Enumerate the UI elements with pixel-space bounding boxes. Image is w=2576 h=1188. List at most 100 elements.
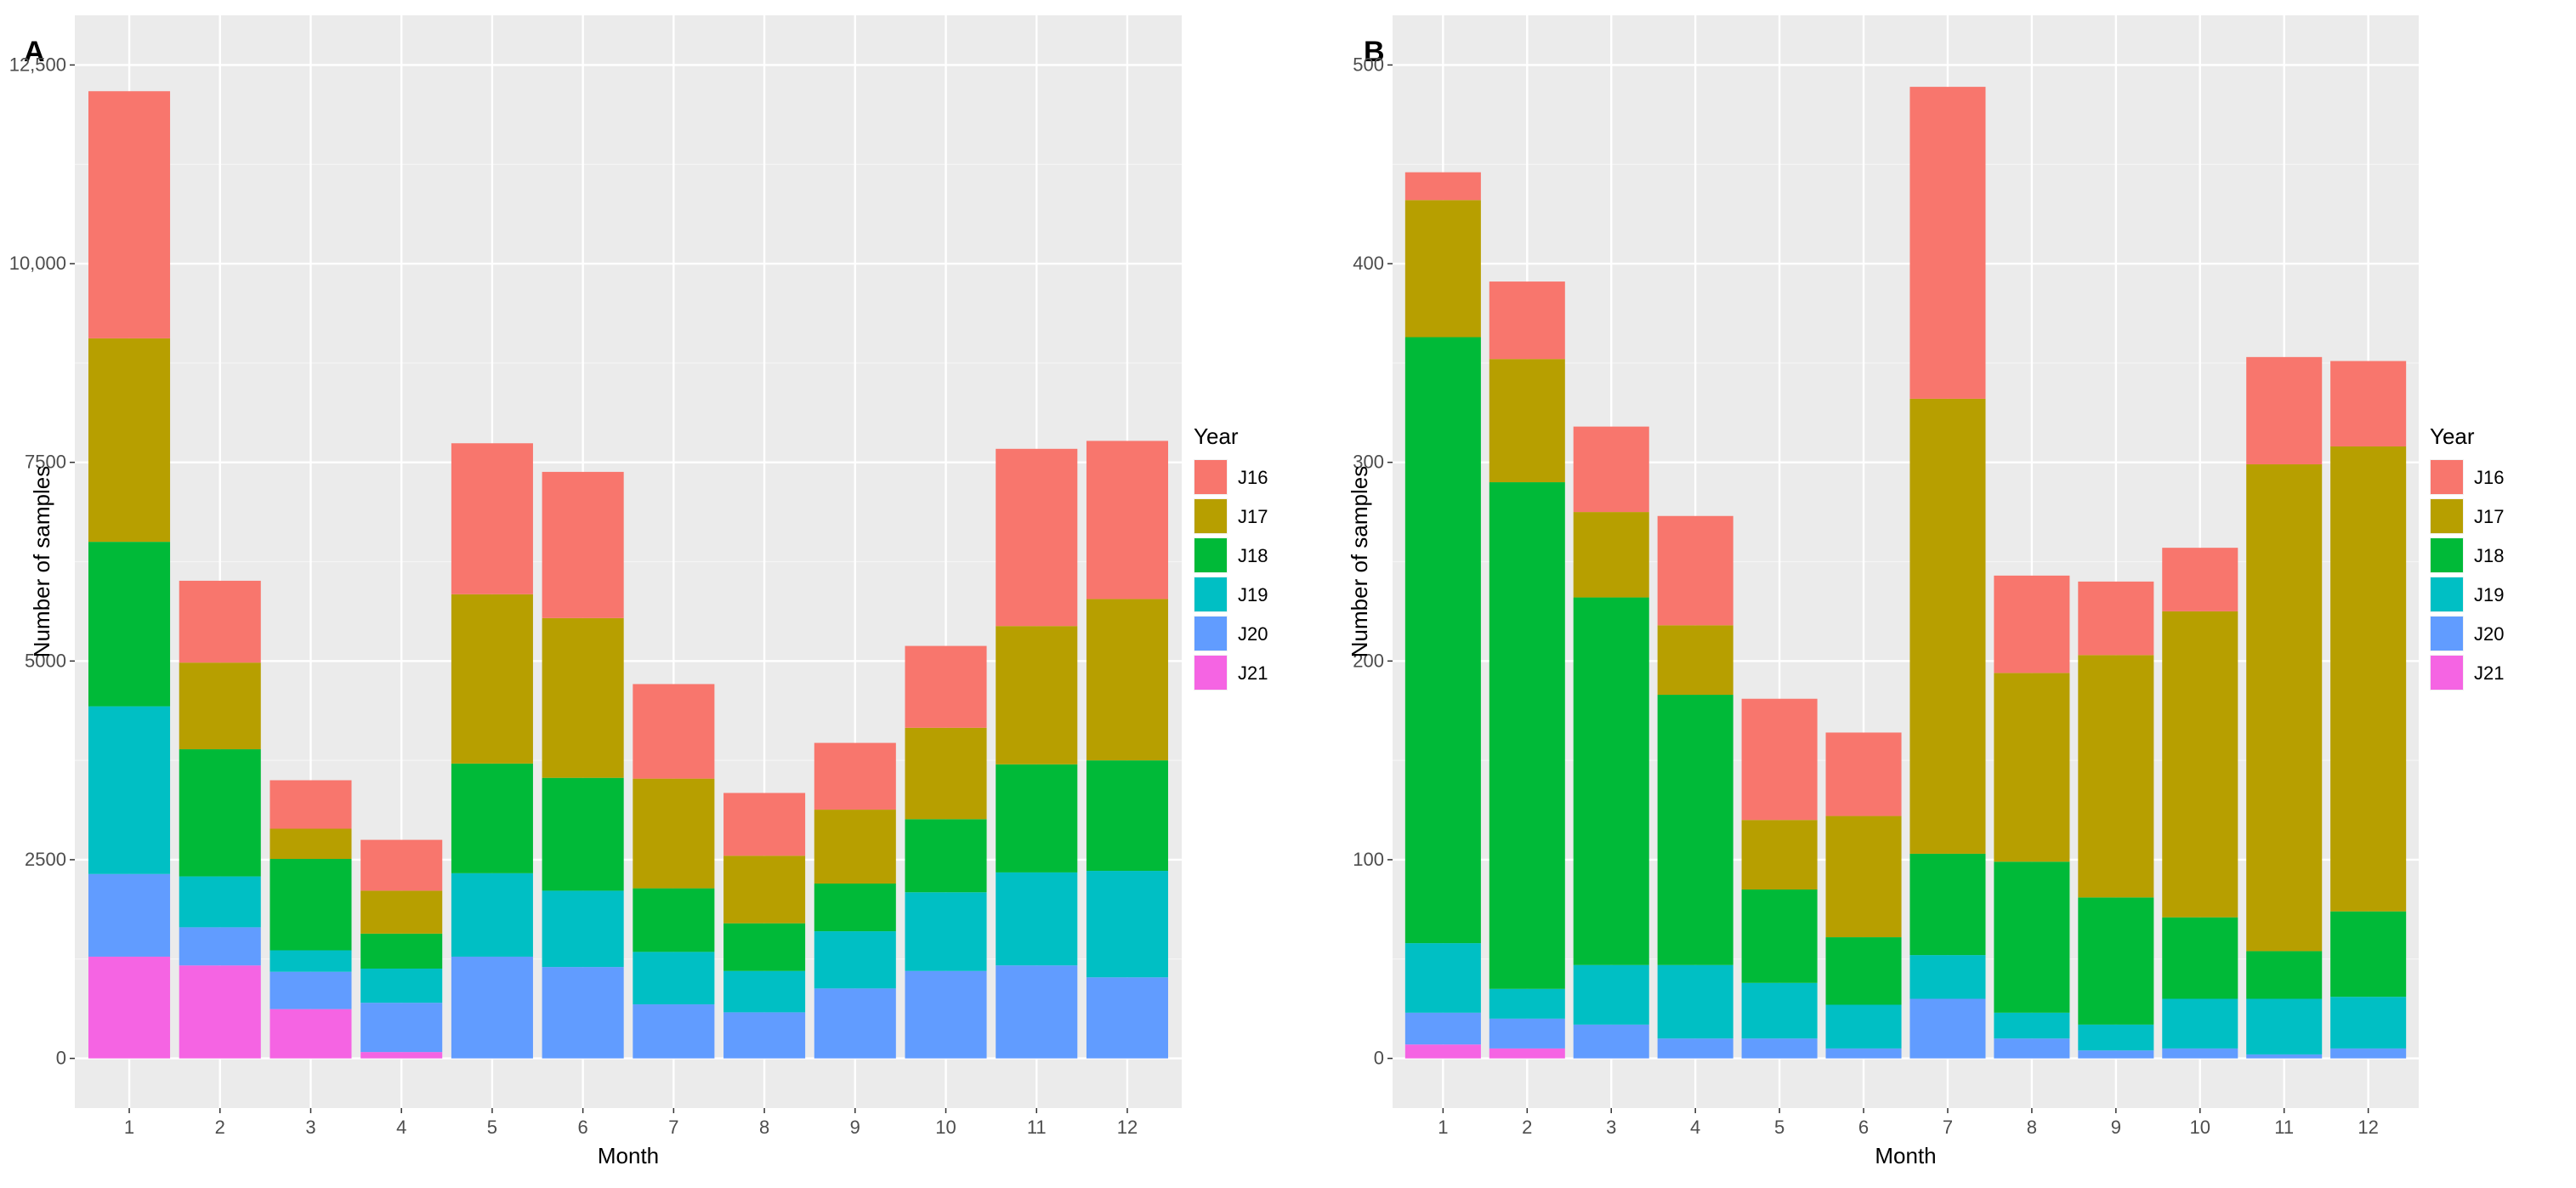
- bar-segment-j17-month-6: [542, 617, 624, 778]
- y-tick-label: 10,000: [9, 253, 66, 274]
- bar-segment-j18-month-11: [996, 764, 1078, 873]
- bar-segment-j20-month-3: [270, 971, 352, 1009]
- bar-segment-j19-month-4: [1657, 964, 1733, 1039]
- legend-swatch-j17: [2431, 499, 2463, 533]
- bar-segment-j16-month-1: [1404, 172, 1481, 201]
- bar-segment-j20-month-7: [633, 1004, 715, 1059]
- bar-segment-j20-month-3: [1573, 1024, 1649, 1059]
- legend-label-j16: J16: [1238, 467, 1268, 488]
- bar-segment-j18-month-10: [905, 819, 987, 893]
- legend-swatch-j20: [1194, 617, 1227, 651]
- legend-swatch-j20: [2431, 617, 2463, 651]
- bar-segment-j19-month-8: [723, 970, 806, 1013]
- x-tick-label: 2: [215, 1117, 225, 1138]
- bar-segment-j17-month-7: [1909, 398, 1986, 854]
- bar-segment-j20-month-5: [1741, 1038, 1818, 1059]
- bar-segment-j17-month-12: [1086, 599, 1168, 761]
- bar-segment-j18-month-8: [723, 923, 806, 971]
- bar-segment-j19-month-10: [905, 892, 987, 971]
- bar-segment-j20-month-11: [2246, 1054, 2323, 1059]
- bar-segment-j17-month-7: [633, 778, 715, 889]
- y-tick-label: 0: [1374, 1048, 1384, 1069]
- bar-segment-j16-month-11: [996, 448, 1078, 627]
- bar-segment-j18-month-8: [1994, 861, 2070, 1013]
- bar-segment-j16-month-2: [179, 580, 261, 663]
- bar-segment-j17-month-11: [2246, 464, 2323, 952]
- y-tick-label: 500: [1353, 54, 1384, 75]
- bar-segment-j16-month-8: [1994, 575, 2070, 674]
- bar-segment-j20-month-7: [1909, 998, 1986, 1059]
- x-tick-label: 6: [1858, 1117, 1869, 1138]
- bar-segment-j17-month-6: [1825, 816, 1902, 938]
- x-tick-label: 11: [1027, 1117, 1047, 1138]
- bar-segment-j18-month-4: [1657, 695, 1733, 965]
- bar-segment-j19-month-11: [996, 872, 1078, 966]
- x-tick-label: 1: [1438, 1117, 1448, 1138]
- bar-segment-j18-month-6: [542, 777, 624, 891]
- bar-segment-j17-month-3: [270, 828, 352, 860]
- bar-segment-j18-month-7: [1909, 853, 1986, 956]
- bar-segment-j19-month-6: [1825, 1004, 1902, 1049]
- bar-segment-j19-month-7: [1909, 955, 1986, 999]
- x-tick-label: 12: [2358, 1117, 2378, 1138]
- bar-segment-j21-month-2: [1489, 1048, 1565, 1059]
- bar-segment-j20-month-8: [1994, 1038, 2070, 1059]
- x-tick-label: 4: [1690, 1117, 1700, 1138]
- y-tick-label: 7500: [25, 452, 66, 473]
- bar-segment-j17-month-2: [1489, 359, 1565, 483]
- legend-label-j19: J19: [1238, 584, 1268, 605]
- bar-segment-j20-month-5: [451, 956, 533, 1059]
- bar-segment-j18-month-6: [1825, 937, 1902, 1005]
- legend-title: Year: [2430, 423, 2475, 449]
- x-tick-label: 9: [850, 1117, 860, 1138]
- bar-segment-j20-month-1: [1404, 1012, 1481, 1045]
- x-tick-label: 8: [759, 1117, 769, 1138]
- bar-segment-j19-month-1: [88, 706, 171, 874]
- bar-segment-j20-month-4: [360, 1003, 443, 1053]
- x-tick-label: 7: [1943, 1117, 1953, 1138]
- x-tick-label: 5: [1774, 1117, 1784, 1138]
- bar-segment-j16-month-6: [1825, 732, 1902, 816]
- x-axis-title: Month: [1875, 1143, 1936, 1168]
- legend-title: Year: [1194, 423, 1239, 449]
- panel-label: A: [24, 36, 45, 68]
- bar-segment-j19-month-3: [1573, 964, 1649, 1025]
- y-tick-label: 0: [56, 1048, 66, 1069]
- bar-segment-j16-month-5: [1741, 698, 1818, 821]
- bar-segment-j19-month-7: [633, 952, 715, 1005]
- legend-label-j20: J20: [1238, 623, 1268, 645]
- bar-segment-j19-month-5: [1741, 982, 1818, 1039]
- legend-label-j21: J21: [2474, 662, 2504, 684]
- x-tick-label: 12: [1117, 1117, 1138, 1138]
- x-tick-label: 6: [578, 1117, 588, 1138]
- bar-segment-j19-month-12: [1086, 871, 1168, 978]
- x-tick-label: 4: [396, 1117, 406, 1138]
- bar-segment-j18-month-1: [1404, 337, 1481, 944]
- bar-segment-j16-month-10: [2162, 548, 2238, 611]
- bar-segment-j19-month-6: [542, 890, 624, 968]
- legend-swatch-j21: [1194, 656, 1227, 690]
- bar-segment-j18-month-9: [2078, 897, 2154, 1025]
- legend-label-j19: J19: [2474, 584, 2504, 605]
- x-tick-label: 7: [668, 1117, 678, 1138]
- bar-segment-j18-month-7: [633, 888, 715, 952]
- bar-segment-j17-month-8: [723, 855, 806, 924]
- bar-segment-j19-month-5: [451, 873, 533, 957]
- legend-swatch-j16: [1194, 460, 1227, 494]
- bar-segment-j20-month-10: [2162, 1048, 2238, 1059]
- bar-segment-j20-month-8: [723, 1012, 806, 1059]
- bar-segment-j21-month-1: [1404, 1044, 1481, 1059]
- bar-segment-j18-month-5: [451, 763, 533, 873]
- bar-segment-j19-month-3: [270, 950, 352, 972]
- bar-segment-j18-month-10: [2162, 917, 2238, 999]
- y-axis-title: Number of samples: [1347, 466, 1372, 657]
- bar-segment-j16-month-11: [2246, 356, 2323, 465]
- legend-label-j18: J18: [2474, 545, 2504, 566]
- bar-segment-j20-month-2: [179, 927, 261, 966]
- bar-segment-j16-month-3: [1573, 426, 1649, 513]
- bar-segment-j19-month-9: [814, 931, 896, 989]
- x-tick-label: 10: [935, 1117, 956, 1138]
